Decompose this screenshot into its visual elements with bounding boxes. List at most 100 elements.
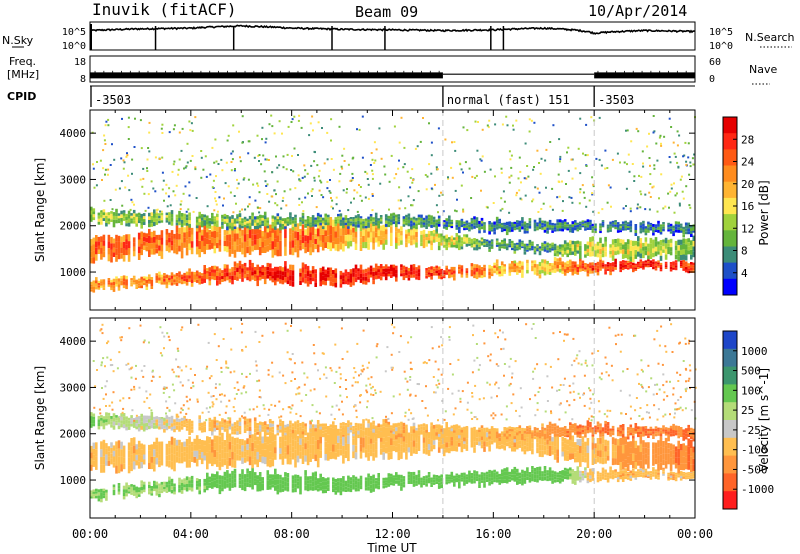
power-cell — [521, 223, 524, 227]
power-cell — [460, 220, 464, 223]
power-cell — [634, 230, 638, 233]
power-scatter — [531, 200, 534, 203]
power-scatter — [501, 123, 504, 126]
power-cell — [425, 237, 428, 241]
velocity-cell — [153, 449, 156, 457]
power-cell — [558, 228, 562, 232]
velocity-cell — [150, 462, 154, 470]
power-cell — [672, 263, 675, 266]
power-cell — [382, 243, 385, 250]
power-cell — [213, 272, 217, 277]
power-cell — [246, 218, 249, 221]
power-cell — [541, 225, 544, 228]
power-scatter — [577, 147, 580, 150]
power-cell — [601, 264, 605, 267]
power-cell — [541, 246, 544, 249]
velocity-cell — [359, 451, 363, 459]
power-cell — [684, 231, 688, 235]
power-cell — [460, 271, 464, 275]
power-cell — [533, 246, 537, 249]
velocity-cell — [153, 483, 156, 486]
power-scatter — [99, 159, 102, 162]
power-scatter — [460, 168, 463, 171]
power-cell — [427, 230, 431, 235]
power-cell — [148, 220, 151, 224]
velocity-cell — [165, 449, 169, 456]
velocity-cell — [148, 491, 151, 495]
velocity-cell — [337, 449, 340, 457]
velocity-cell — [437, 447, 441, 453]
power-cell — [395, 237, 398, 243]
power-cell — [354, 268, 358, 274]
power-scatter — [648, 157, 651, 159]
velocity-cell — [357, 485, 360, 489]
power-cell — [334, 217, 338, 220]
velocity-cell — [410, 448, 413, 456]
power-cell — [624, 266, 627, 269]
velocity-cell — [135, 492, 138, 496]
power-cell — [226, 229, 229, 235]
power-cell — [228, 222, 232, 226]
nsky-label: N.Sky — [2, 34, 34, 47]
power-cell — [112, 219, 116, 224]
velocity-cell — [379, 448, 383, 455]
power-cell — [500, 265, 504, 269]
power-cell — [495, 216, 499, 220]
velocity-cell — [170, 461, 174, 470]
power-cell — [407, 216, 411, 220]
velocity-cell — [352, 438, 355, 445]
velocity-cell — [349, 480, 353, 485]
velocity-cell — [407, 477, 411, 481]
power-cell — [233, 221, 237, 224]
power-cell — [115, 212, 118, 217]
velocity-cell — [347, 483, 350, 488]
velocity-cell — [432, 474, 436, 478]
power-scatter — [532, 168, 535, 171]
power-cell — [142, 280, 146, 283]
power-cell — [480, 239, 484, 242]
power-cell — [289, 221, 292, 225]
velocity-cell — [475, 476, 479, 479]
power-cell — [327, 222, 330, 226]
power-cell — [591, 236, 595, 242]
velocity-cell — [296, 478, 300, 482]
velocity-cell — [591, 471, 595, 475]
power-cell — [563, 269, 567, 273]
power-cell — [571, 271, 575, 276]
power-cell — [669, 247, 673, 252]
power-cell — [221, 214, 224, 219]
power-scatter — [515, 194, 518, 197]
power-cell — [692, 267, 696, 271]
power-cell — [604, 251, 607, 257]
power-scatter — [371, 177, 374, 180]
power-cell — [632, 251, 635, 257]
power-scatter — [435, 166, 438, 169]
power-cell — [211, 269, 214, 273]
velocity-cell — [95, 449, 98, 457]
velocity-cell — [175, 456, 179, 463]
power-cell — [377, 275, 380, 279]
power-cell — [639, 261, 643, 264]
velocity-cell — [440, 444, 443, 449]
power-cell — [384, 264, 388, 269]
power-cell — [178, 210, 181, 215]
velocity-cell — [294, 449, 297, 459]
power-cell — [367, 225, 370, 228]
power-cell — [372, 223, 375, 227]
power-cell — [448, 242, 451, 245]
power-cell — [624, 264, 627, 267]
velocity-cell — [92, 460, 96, 467]
power-cell — [266, 238, 270, 246]
power-cell — [324, 213, 327, 217]
velocity-cell — [150, 486, 154, 489]
power-cell — [97, 215, 101, 219]
power-cell — [238, 220, 242, 225]
power-cell — [140, 237, 143, 244]
velocity-cell — [266, 436, 270, 445]
power-cell — [347, 278, 350, 282]
power-cell — [195, 222, 199, 226]
power-cell — [195, 225, 199, 229]
power-cell — [654, 224, 658, 227]
power-cell — [140, 217, 143, 222]
power-cell — [616, 227, 620, 231]
